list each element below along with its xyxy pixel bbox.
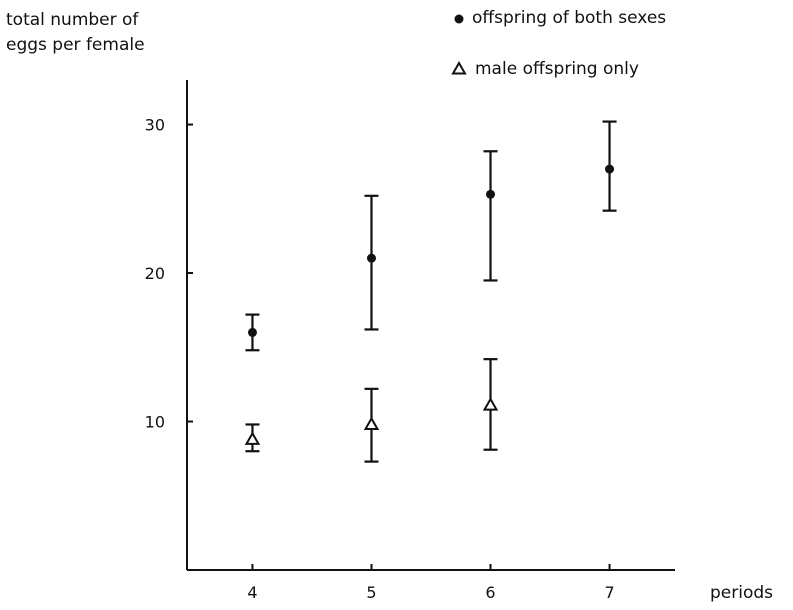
data-point-male-only bbox=[363, 416, 380, 430]
data-point-male-only bbox=[244, 431, 261, 445]
x-tick-label: 5 bbox=[366, 583, 376, 602]
x-axis-label: periods bbox=[710, 583, 774, 603]
legend-entry-both-sexes: offspring of both sexes bbox=[472, 8, 667, 28]
tick-layer: 4 5 6 7 10 20 30 bbox=[145, 116, 615, 602]
x-tick-label: 6 bbox=[485, 583, 495, 602]
data-point-both-sexes bbox=[605, 164, 615, 174]
y-axis-label-line-2: eggs per female bbox=[6, 35, 145, 55]
data-point-male-only bbox=[482, 397, 499, 411]
data-point-both-sexes bbox=[366, 253, 376, 263]
x-tick-label: 4 bbox=[247, 583, 257, 602]
y-axis-label-line-1: total number of bbox=[6, 10, 139, 30]
marker-layer bbox=[244, 164, 615, 445]
x-tick-label: 7 bbox=[604, 583, 614, 602]
y-tick-label: 10 bbox=[145, 413, 165, 432]
data-point-both-sexes bbox=[247, 327, 257, 337]
data-point-both-sexes bbox=[486, 189, 496, 199]
legend-marker-male-only bbox=[451, 60, 467, 75]
legend-entry-male-only: male offspring only bbox=[475, 59, 639, 79]
y-tick-label: 20 bbox=[145, 264, 165, 283]
legend-marker-both-sexes bbox=[454, 14, 464, 24]
errorbar-layer bbox=[245, 120, 617, 463]
y-tick-label: 30 bbox=[145, 116, 165, 135]
legend-marker-layer bbox=[451, 14, 467, 75]
